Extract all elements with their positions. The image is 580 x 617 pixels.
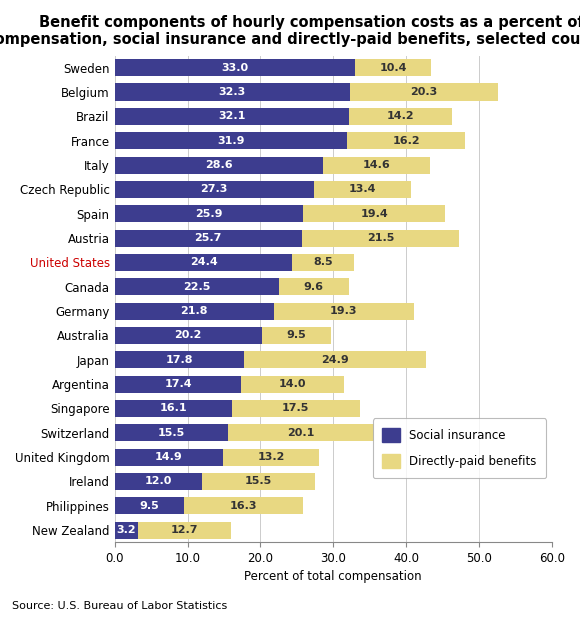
Bar — [115, 157, 323, 173]
Text: 14.0: 14.0 — [279, 379, 306, 389]
Text: 13.2: 13.2 — [258, 452, 285, 462]
Bar — [355, 59, 431, 76]
Text: 24.4: 24.4 — [190, 257, 218, 267]
Bar — [292, 254, 354, 271]
Text: 28.6: 28.6 — [205, 160, 233, 170]
Bar — [115, 205, 303, 222]
Bar — [115, 302, 274, 320]
Bar — [202, 473, 315, 490]
Text: 21.5: 21.5 — [367, 233, 394, 243]
Text: Source: U.S. Bureau of Labor Statistics: Source: U.S. Bureau of Labor Statistics — [12, 601, 227, 611]
Bar — [115, 449, 223, 466]
Bar — [115, 59, 355, 76]
Text: 14.2: 14.2 — [386, 111, 414, 122]
Text: 20.2: 20.2 — [175, 330, 202, 341]
Bar — [350, 83, 498, 101]
Bar — [115, 278, 278, 295]
Text: 19.3: 19.3 — [330, 306, 358, 316]
Bar — [115, 83, 350, 101]
Text: 27.3: 27.3 — [201, 184, 228, 194]
Bar — [349, 108, 452, 125]
Bar — [115, 376, 241, 392]
Text: 16.1: 16.1 — [160, 404, 187, 413]
Text: 17.5: 17.5 — [282, 404, 310, 413]
Text: 31.9: 31.9 — [217, 136, 245, 146]
Text: 32.1: 32.1 — [218, 111, 245, 122]
Bar — [223, 449, 320, 466]
Bar — [138, 521, 230, 539]
Text: 12.0: 12.0 — [144, 476, 172, 486]
Text: 33.0: 33.0 — [222, 63, 248, 73]
Bar — [115, 473, 202, 490]
Text: 16.2: 16.2 — [393, 136, 420, 146]
Text: 14.6: 14.6 — [362, 160, 390, 170]
Bar — [115, 254, 292, 271]
Bar — [115, 108, 349, 125]
Bar — [241, 376, 343, 392]
Text: 8.5: 8.5 — [314, 257, 334, 267]
Bar — [115, 351, 244, 368]
Bar — [115, 400, 232, 417]
Bar — [115, 424, 227, 441]
Text: 12.7: 12.7 — [171, 525, 198, 535]
Text: 9.5: 9.5 — [287, 330, 306, 341]
Text: 16.3: 16.3 — [230, 501, 257, 511]
Text: 9.5: 9.5 — [139, 501, 159, 511]
Text: 19.4: 19.4 — [360, 209, 388, 218]
Text: 3.2: 3.2 — [117, 525, 136, 535]
Text: 25.9: 25.9 — [195, 209, 223, 218]
Bar — [115, 521, 138, 539]
Bar — [303, 205, 445, 222]
Text: 22.5: 22.5 — [183, 282, 211, 292]
Text: 17.8: 17.8 — [166, 355, 193, 365]
Bar — [232, 400, 360, 417]
Bar — [278, 278, 349, 295]
Legend: Social insurance, Directly-paid benefits: Social insurance, Directly-paid benefits — [373, 418, 546, 478]
Bar — [274, 302, 414, 320]
Text: 24.9: 24.9 — [321, 355, 349, 365]
Text: 10.4: 10.4 — [379, 63, 407, 73]
X-axis label: Percent of total compensation: Percent of total compensation — [245, 571, 422, 584]
Bar — [244, 351, 426, 368]
Bar — [115, 230, 302, 247]
Text: 20.3: 20.3 — [411, 87, 438, 97]
Text: 15.5: 15.5 — [245, 476, 272, 486]
Text: 21.8: 21.8 — [180, 306, 208, 316]
Text: 14.9: 14.9 — [155, 452, 183, 462]
Bar — [323, 157, 430, 173]
Text: 17.4: 17.4 — [164, 379, 192, 389]
Text: 13.4: 13.4 — [349, 184, 376, 194]
Bar — [184, 497, 303, 514]
Bar — [115, 132, 347, 149]
Bar — [227, 424, 374, 441]
Text: 32.3: 32.3 — [219, 87, 246, 97]
Bar — [347, 132, 465, 149]
Text: 15.5: 15.5 — [158, 428, 185, 437]
Text: 20.1: 20.1 — [287, 428, 314, 437]
Bar — [115, 497, 184, 514]
Bar — [262, 327, 331, 344]
Bar — [314, 181, 411, 198]
Bar — [302, 230, 459, 247]
Text: 9.6: 9.6 — [303, 282, 324, 292]
Title: Benefit components of hourly compensation costs as a percent of total
compensati: Benefit components of hourly compensatio… — [0, 15, 580, 48]
Bar — [115, 181, 314, 198]
Bar — [115, 327, 262, 344]
Text: 25.7: 25.7 — [195, 233, 222, 243]
